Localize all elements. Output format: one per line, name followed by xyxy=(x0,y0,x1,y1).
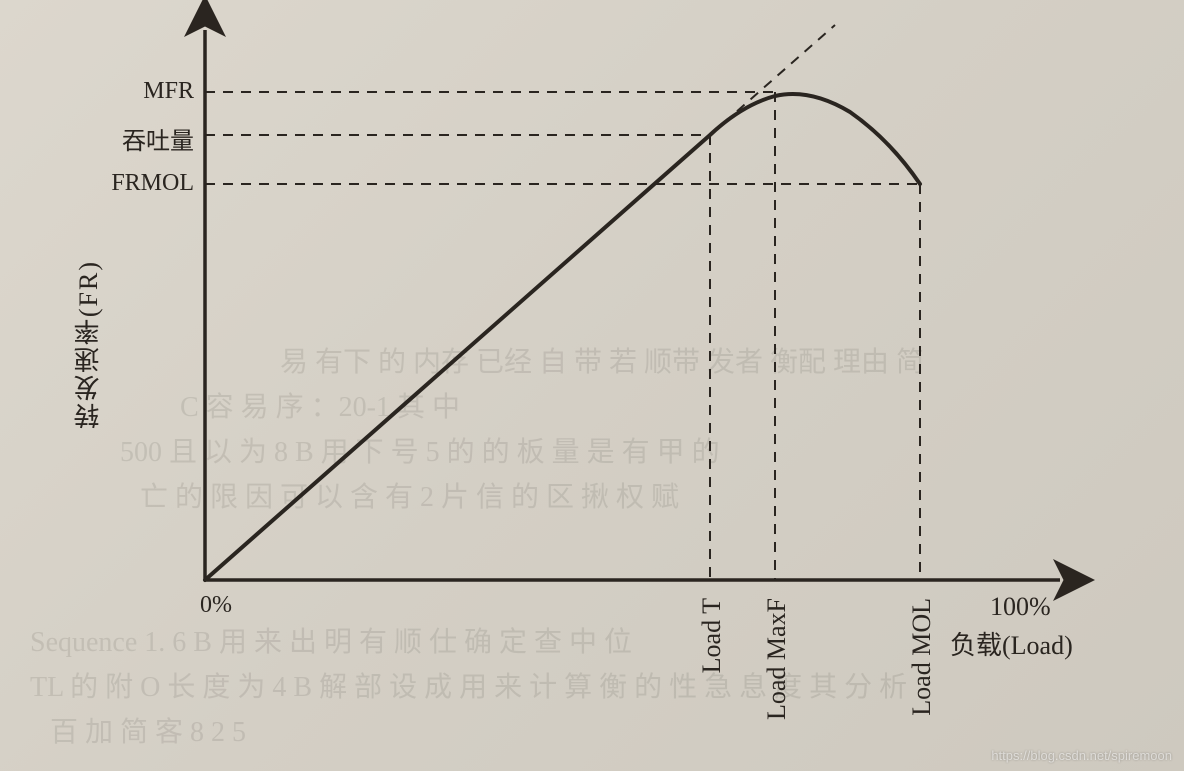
origin-label: 0% xyxy=(200,592,232,619)
ytick-throughput: 吞吐量 xyxy=(74,121,194,156)
x-axis-label-100: 100% xyxy=(990,592,1051,622)
xtick-load-maxf: Load MaxF xyxy=(762,598,792,720)
xtick-load-t: Load T xyxy=(697,598,727,673)
ytick-mfr: MFR xyxy=(74,78,194,105)
x-axis-label-load: 负载(Load) xyxy=(950,625,1073,662)
fr-load-chart: 转发速率(FR) MFR 吞吐量 FRMOL 0% 100% 负载(Load) … xyxy=(0,0,1184,771)
fr-curve xyxy=(205,94,920,580)
ytick-frmol: FRMOL xyxy=(74,170,194,197)
watermark: https://blog.csdn.net/spiremoon xyxy=(991,748,1172,763)
xtick-load-mol: Load MOL xyxy=(907,598,937,716)
y-axis-label: 转发速率(FR) xyxy=(70,260,107,429)
